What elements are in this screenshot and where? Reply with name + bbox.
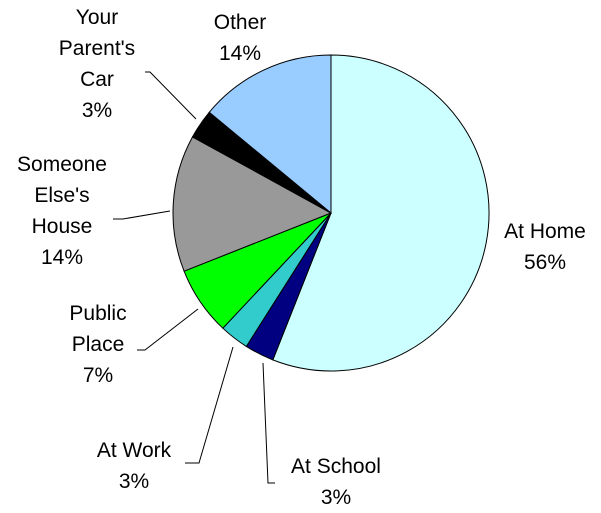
- leader-line-at-school: [262, 362, 275, 484]
- slice-label-at-home: At Home 56%: [504, 220, 586, 274]
- slice-labels: At Home 56% At School 3% At Work 3% Public Plac…: [17, 6, 586, 509]
- slice-label-other: Other 14%: [214, 11, 267, 65]
- leader-line-at-work: [185, 346, 234, 464]
- slice-label-at-work: At Work 3%: [97, 439, 172, 493]
- leader-lines: [113, 71, 275, 484]
- leader-line-someone-else-s-house: [113, 210, 171, 220]
- pie-slice-someone-else-s-house: [172, 136, 333, 272]
- slice-label-your-parent-s-car: Your Parent's Car 3%: [59, 6, 135, 122]
- pie-slice-other: [208, 54, 332, 215]
- slice-label-public-place: Public Place 7%: [69, 302, 126, 387]
- pie-slice-at-home: [272, 54, 490, 372]
- slice-label-at-school: At School 3%: [291, 455, 381, 509]
- pie-slices: [172, 54, 490, 372]
- leader-line-your-parent-s-car: [145, 71, 197, 120]
- leader-line-public-place: [137, 308, 199, 351]
- slice-label-someone-else-s-house: Someone Else's House 14%: [17, 153, 107, 269]
